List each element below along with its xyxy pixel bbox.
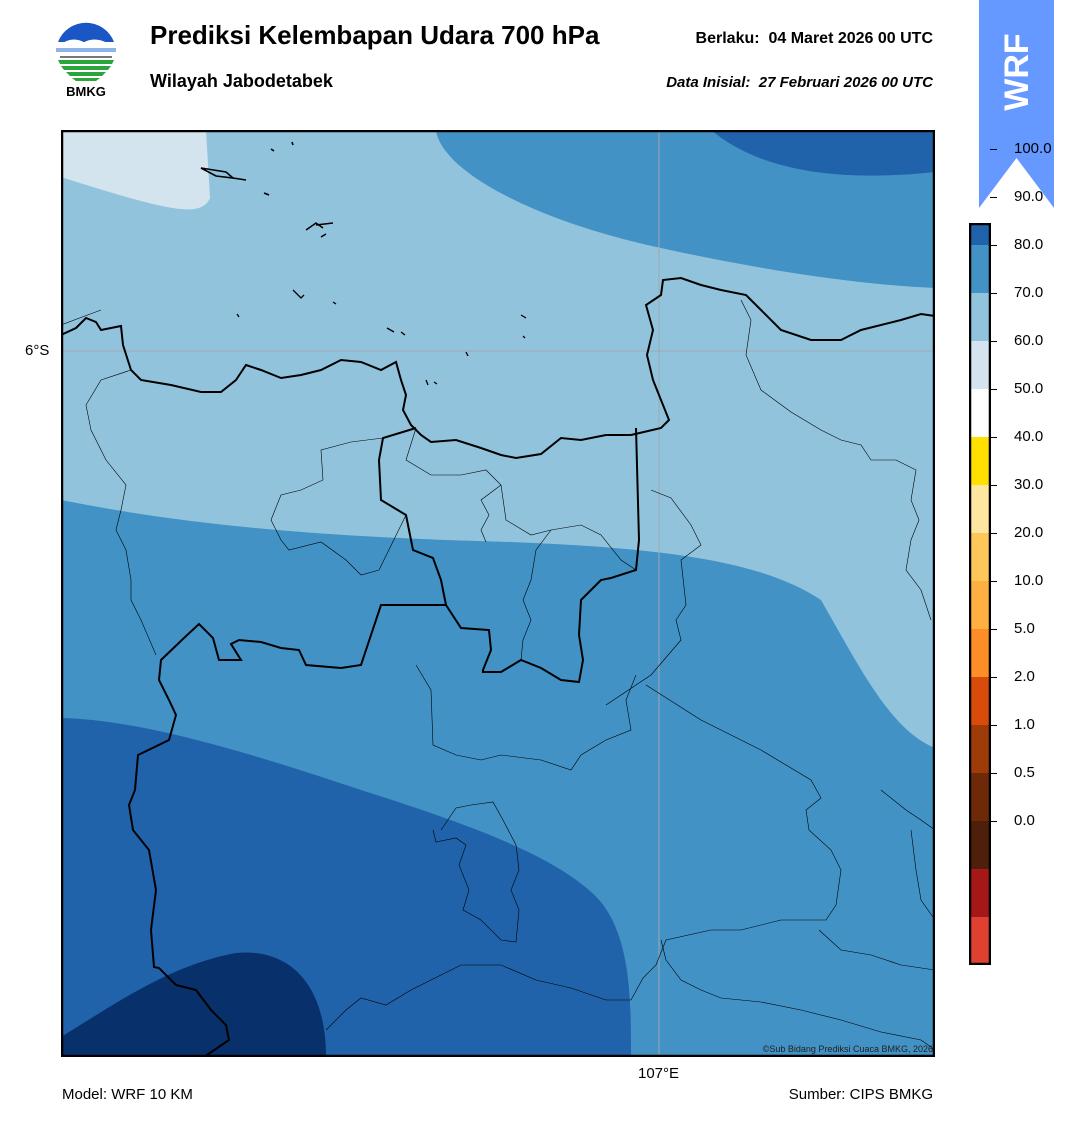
colorbar-label: 20.0 bbox=[1014, 524, 1044, 541]
colorbar-label: 60.0 bbox=[1014, 332, 1044, 349]
district-borders bbox=[60, 299, 936, 1051]
colorbar-tick bbox=[990, 196, 997, 198]
colorbar-swatch bbox=[969, 245, 991, 293]
shade-50-60 bbox=[61, 130, 210, 210]
colorbar-swatch bbox=[969, 389, 991, 437]
lon-label: 107°E bbox=[638, 1065, 680, 1082]
up-arrow-icon bbox=[979, 0, 1054, 208]
island bbox=[263, 192, 270, 196]
page-title: Prediksi Kelembapan Udara 700 hPa bbox=[150, 20, 600, 50]
valid-time: Berlaku: 04 Maret 2026 00 UTC bbox=[696, 30, 933, 48]
init-label: Data Inisial: bbox=[666, 74, 751, 91]
island bbox=[291, 141, 294, 146]
province-border-east bbox=[377, 427, 641, 684]
map-frame bbox=[60, 129, 936, 1058]
shade-60-70 bbox=[61, 130, 935, 748]
model-label: Model: WRF 10 KM bbox=[62, 1086, 193, 1103]
colorbar-label: 0.0 bbox=[1014, 812, 1035, 829]
colorbar-swatch bbox=[969, 533, 991, 581]
logo-text: BMKG bbox=[66, 84, 106, 99]
island bbox=[425, 314, 527, 386]
lat-label: 6°S bbox=[25, 342, 50, 359]
colorbar-label: 30.0 bbox=[1014, 476, 1044, 493]
map-copyright: ©Sub Bidang Prediksi Cuaca BMKG, 2026 bbox=[763, 1044, 933, 1054]
colorbar-swatch bbox=[969, 629, 991, 677]
colorbar-label: 70.0 bbox=[1014, 284, 1044, 301]
colorbar-label: 80.0 bbox=[1014, 236, 1044, 253]
colorbar-swatch bbox=[969, 869, 991, 917]
colorbar-swatch bbox=[969, 341, 991, 389]
colorbar-tick bbox=[990, 244, 997, 246]
colorbar-tick bbox=[990, 772, 997, 774]
north-coastline bbox=[60, 276, 936, 460]
colorbar-tick bbox=[990, 628, 997, 630]
colorbar-swatch bbox=[969, 821, 991, 869]
colorbar-label: 5.0 bbox=[1014, 620, 1035, 637]
colorbar-tick bbox=[990, 340, 997, 342]
colorbar-label: 40.0 bbox=[1014, 428, 1044, 445]
colorbar-tick bbox=[990, 532, 997, 534]
colorbar-swatch bbox=[969, 917, 991, 965]
colorbar-tick bbox=[990, 148, 997, 150]
colorbar-tick bbox=[990, 676, 997, 678]
colorbar-label: 10.0 bbox=[1014, 572, 1044, 589]
colorbar-label: 50.0 bbox=[1014, 380, 1044, 397]
shade-80-90-north bbox=[711, 130, 935, 176]
island bbox=[236, 313, 406, 336]
colorbar-swatch bbox=[969, 677, 991, 725]
island bbox=[292, 289, 337, 305]
colorbar-label: 90.0 bbox=[1014, 188, 1044, 205]
island bbox=[305, 222, 334, 238]
colorbar-tick bbox=[990, 580, 997, 582]
colorbar-swatch bbox=[969, 773, 991, 821]
colorbar bbox=[968, 149, 992, 966]
bmkg-logo-icon bbox=[50, 18, 122, 102]
colorbar-swatch bbox=[969, 725, 991, 773]
valid-label: Berlaku: bbox=[695, 30, 760, 47]
colorbar-tick bbox=[990, 292, 997, 294]
colorbar-swatch bbox=[969, 581, 991, 629]
shade-90-100 bbox=[61, 952, 326, 1057]
colorbar-swatch bbox=[969, 437, 991, 485]
source-label: Sumber: CIPS BMKG bbox=[788, 1086, 933, 1103]
colorbar-label: 2.0 bbox=[1014, 668, 1035, 685]
page-subtitle: Wilayah Jabodetabek bbox=[150, 71, 333, 91]
island bbox=[232, 177, 247, 181]
colorbar-tick bbox=[990, 436, 997, 438]
wrf-text: WRF bbox=[998, 33, 1036, 110]
valid-value: 04 Maret 2026 00 UTC bbox=[768, 30, 933, 47]
init-time: Data Inisial: 27 Februari 2026 00 UTC bbox=[666, 74, 933, 91]
colorbar-label: 0.5 bbox=[1014, 764, 1035, 781]
wrf-badge: WRF bbox=[979, 0, 1054, 210]
humidity-map: ©Sub Bidang Prediksi Cuaca BMKG, 2026 bbox=[60, 129, 936, 1058]
colorbar-label: 100.0 bbox=[1014, 140, 1052, 157]
colorbar-swatch bbox=[969, 197, 991, 245]
colorbar-tick bbox=[990, 388, 997, 390]
province-border-west bbox=[127, 604, 446, 1058]
colorbar-tick bbox=[990, 820, 997, 822]
colorbar-tick bbox=[990, 484, 997, 486]
init-value: 27 Februari 2026 00 UTC bbox=[758, 74, 933, 91]
colorbar-swatch bbox=[969, 293, 991, 341]
island bbox=[270, 148, 275, 152]
colorbar-label: 1.0 bbox=[1014, 716, 1035, 733]
colorbar-swatch bbox=[969, 485, 991, 533]
colorbar-tick bbox=[990, 724, 997, 726]
